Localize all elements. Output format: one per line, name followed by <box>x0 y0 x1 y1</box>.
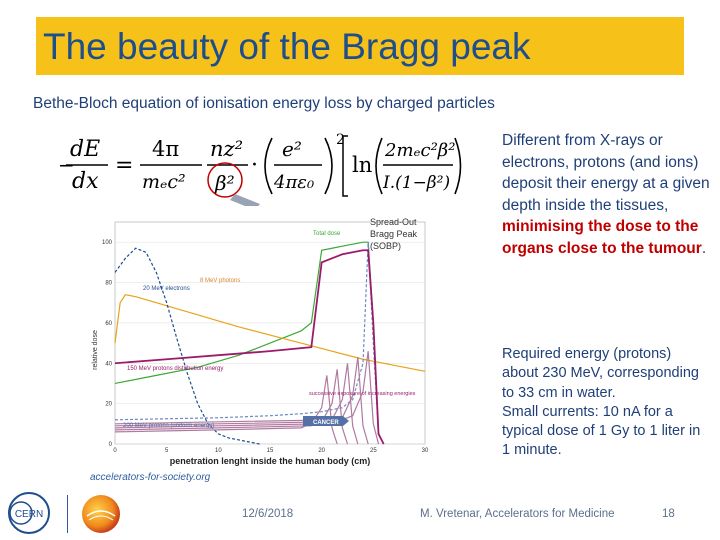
plot-area <box>114 221 426 445</box>
x-tick-label: 15 <box>267 448 274 454</box>
footer-date: 12/6/2018 <box>242 508 294 520</box>
x-tick-label: 30 <box>422 448 429 454</box>
logo-divider <box>67 495 68 533</box>
protons-description-end: . <box>701 239 707 257</box>
x-tick-label: 20 <box>318 448 325 454</box>
protons-description: Different from X-rays or electrons, prot… <box>502 130 712 259</box>
formula-lhs-num: dE <box>70 137 100 162</box>
formula-t1-num: 4π <box>152 137 179 161</box>
chart-label-xray: 8 MeV photons <box>200 278 240 284</box>
series-line-proton-peak-3 <box>114 363 359 445</box>
formula-eq: = <box>115 153 133 178</box>
beta-pointer-arrow <box>230 194 260 206</box>
y-tick-label: 20 <box>105 402 112 408</box>
source-credit: accelerators-for-society.org <box>90 472 211 483</box>
chart-label-accumulation: successive exposure of increasing energi… <box>309 391 416 397</box>
anniversary-logo <box>82 495 120 533</box>
formula-t2-num: nz² <box>210 137 243 161</box>
sobp-note-line3: (SOBP) <box>370 241 401 251</box>
cern-logo: CERN <box>8 492 50 534</box>
formula-dot: · <box>251 153 258 178</box>
y-tick-label: 80 <box>105 281 112 287</box>
chart-xlabel: penetration lenght inside the human body… <box>170 456 371 466</box>
series-line-8-mev-photons <box>114 293 426 372</box>
chart-label-protons-uniform: 150 MeV protons distribution energy <box>127 366 223 372</box>
series-line-20-mev-electrons <box>114 247 260 445</box>
series-line-proton-peak-5 <box>114 351 380 445</box>
chart-label-protons-single: 200 MeV protons (uniform energy) <box>123 423 214 429</box>
bethe-bloch-formula: dE dx = 4π mₑc² nz² β² · e² 4πε₀ 2 ln 2m… <box>60 132 462 206</box>
formula-t4-num: 2mₑc²β² <box>384 140 455 161</box>
bragg-peak-chart: 0 20 40 60 80 100 0 5 10 15 20 25 30 relative dose p… <box>92 217 429 466</box>
formula-minus: − <box>60 153 75 177</box>
formula-t3-den: 4πε₀ <box>273 172 314 193</box>
protons-description-plain: Different from X-rays or electrons, prot… <box>502 132 710 214</box>
x-tick-label: 5 <box>165 448 169 454</box>
sobp-note-line1: Spread-Out <box>370 217 417 227</box>
energy-requirements: Required energy (protons) about 230 MeV,… <box>502 345 702 461</box>
footer-page-number: 18 <box>662 508 675 520</box>
title-bar: The beauty of the Bragg peak <box>36 17 684 75</box>
formula-t4-den: I.(1−β²) <box>382 173 450 193</box>
formula-lhs-den: dx <box>72 169 99 194</box>
chart-label-total-dose: Total dose <box>313 231 341 237</box>
x-tick-label: 0 <box>113 448 117 454</box>
y-tick-label: 60 <box>105 321 112 327</box>
svg-text:CERN: CERN <box>15 509 43 520</box>
protons-description-emphasis: minimising the dose to the organs close … <box>502 218 702 257</box>
chart-ylabel: relative dose <box>92 330 99 370</box>
series-line-200-mev-protons-uniform-energy- <box>114 242 385 445</box>
slide-title: The beauty of the Bragg peak <box>43 26 531 67</box>
formula-t3-exp: 2 <box>336 132 345 148</box>
footer-author: M. Vretenar, Accelerators for Medicine <box>420 508 615 520</box>
y-tick-label: 40 <box>105 361 112 367</box>
sobp-note-line2: Bragg Peak <box>370 229 418 239</box>
formula-t2-den: β² <box>214 171 235 195</box>
chart-label-cancer: CANCER <box>313 420 339 426</box>
series-line-sobp <box>114 249 385 445</box>
formula-t3-num: e² <box>282 137 302 161</box>
x-tick-label: 10 <box>215 448 222 454</box>
energy-requirement-line: Required energy (protons) about 230 MeV,… <box>502 346 699 401</box>
chart-label-electrons: 20 MeV electrons <box>143 286 190 292</box>
y-tick-label: 0 <box>109 442 113 448</box>
x-tick-label: 25 <box>370 448 377 454</box>
cancer-arrow <box>303 416 349 426</box>
formula-ln: ln <box>352 153 372 177</box>
series-line-proton-peak-4 <box>114 357 369 445</box>
formula-t1-den: mₑc² <box>142 171 186 193</box>
slide-subtitle: Bethe-Bloch equation of ionisation energ… <box>33 95 495 112</box>
current-requirement-line: Small currents: 10 nA for a typical dose… <box>502 403 701 459</box>
beta-highlight-circle <box>207 162 243 198</box>
y-tick-label: 100 <box>102 240 113 246</box>
